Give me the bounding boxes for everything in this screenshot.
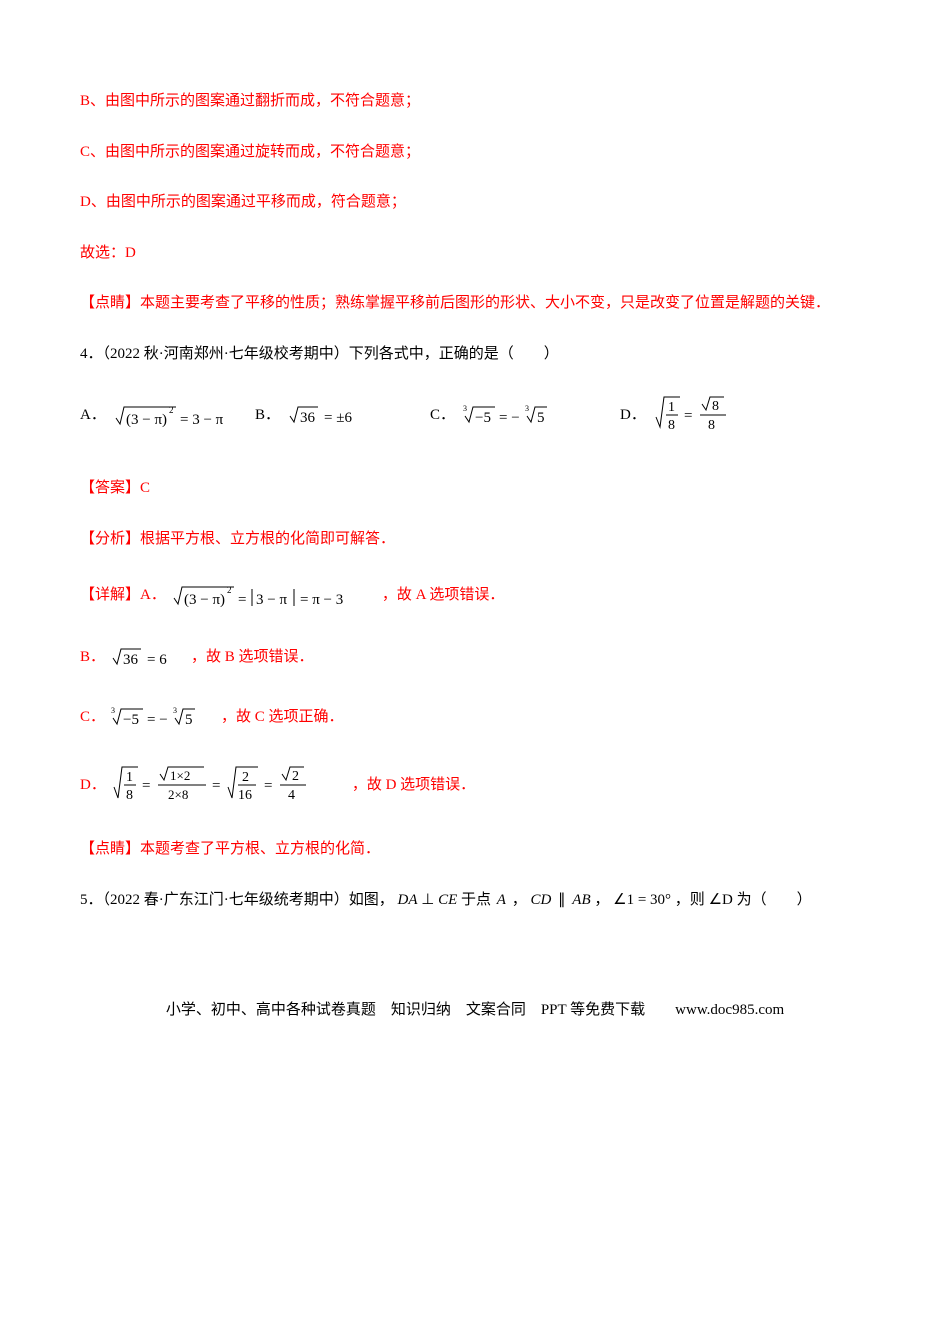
- q4-detail-b-tail: ，故 B 选项错误．: [191, 646, 314, 669]
- q4-detail-c: C． 3 −5 = − 3 5 ，故 C 选项正确．: [80, 702, 870, 732]
- q5-ce: CE: [438, 892, 457, 908]
- q5-tail: 为（ ）: [737, 892, 812, 908]
- top-tip: 【点睛】本题主要考查了平移的性质；熟练掌握平移前后图形的形状、大小不变，只是改变…: [80, 292, 870, 315]
- q5-da: DA: [398, 892, 418, 908]
- top-answer: 故选：D: [80, 242, 870, 265]
- q4-opt-a-label: A．: [80, 404, 106, 427]
- svg-text:36: 36: [123, 652, 139, 668]
- q5-mid1: 于点: [461, 892, 491, 908]
- svg-text:= −: = −: [499, 410, 520, 426]
- svg-text:5: 5: [537, 410, 545, 426]
- svg-text:8: 8: [668, 418, 675, 433]
- svg-text:−5: −5: [123, 712, 139, 728]
- svg-text:=: =: [264, 778, 272, 794]
- q4-opt-c: C． 3 −5 = − 3 5: [430, 400, 620, 430]
- svg-text:2: 2: [242, 770, 249, 785]
- svg-text:= −: = −: [147, 712, 168, 728]
- math-expr-icon: 3 −5 = − 3 5: [463, 400, 583, 430]
- svg-text:−5: −5: [475, 410, 491, 426]
- q4-answer: 【答案】C: [80, 477, 870, 500]
- parallel-icon: ∥: [558, 892, 566, 908]
- svg-text:3: 3: [173, 706, 177, 715]
- svg-text:8: 8: [708, 418, 715, 433]
- svg-text:8: 8: [712, 399, 719, 414]
- svg-text:36: 36: [300, 410, 316, 426]
- q4-tip: 【点睛】本题考查了平方根、立方根的化简．: [80, 838, 870, 861]
- page-footer: 小学、初中、高中各种试卷真题 知识归纳 文案合同 PPT 等免费下载 www.d…: [80, 939, 870, 1022]
- top-b-line: B、由图中所示的图案通过翻折而成，不符合题意；: [80, 90, 870, 113]
- q4-detail-a-tag: 【详解】A．: [80, 584, 166, 607]
- svg-text:4: 4: [288, 788, 295, 803]
- svg-text:= 3 − π: = 3 − π: [180, 412, 224, 428]
- q5-cd: CD: [530, 892, 551, 908]
- q4-detail-a: 【详解】A． (3 − π) 2 = 3 − π = π − 3 ，故 A 选项…: [80, 578, 870, 612]
- math-expr-icon: 1 8 = 8 8: [654, 393, 764, 437]
- q5-ang1: ∠1 = 30°: [613, 892, 671, 908]
- math-expr-icon: 1 8 = 1×2 2×8 = 2 16 = 2 4: [112, 762, 352, 808]
- q5-point-a: A: [497, 892, 506, 908]
- perpendicular-icon: ⊥: [421, 892, 434, 908]
- svg-text:=: =: [238, 592, 246, 608]
- q4-analysis: 【分析】根据平方根、立方根的化简即可解答．: [80, 528, 870, 551]
- page-root: B、由图中所示的图案通过翻折而成，不符合题意； C、由图中所示的图案通过旋转而成…: [0, 0, 950, 1062]
- q4-stem: 4．（2022 秋·河南郑州·七年级校考期中）下列各式中，正确的是（ ）: [80, 343, 870, 366]
- svg-text:3: 3: [111, 706, 115, 715]
- top-c-line: C、由图中所示的图案通过旋转而成，不符合题意；: [80, 141, 870, 164]
- svg-text:1: 1: [668, 400, 675, 415]
- q5-pre: 5．（2022 春·广东江门·七年级统考期中）如图，: [80, 892, 394, 908]
- q4-options: A． (3 − π) 2 = 3 − π B． 36 = ±6 C． 3 −5: [80, 393, 870, 437]
- q4-detail-c-tail: ，故 C 选项正确．: [221, 706, 344, 729]
- svg-text:3: 3: [463, 404, 467, 413]
- svg-text:2: 2: [169, 405, 174, 415]
- svg-text:=: =: [142, 778, 150, 794]
- q5-stem: 5．（2022 春·广东江门·七年级统考期中）如图， DA ⊥ CE 于点 A …: [80, 889, 870, 912]
- q5-mid4: ，则: [675, 892, 705, 908]
- svg-text:2×8: 2×8: [168, 787, 188, 802]
- math-expr-icon: (3 − π) 2 = 3 − π = π − 3: [172, 578, 382, 612]
- q4-detail-a-tail: ，故 A 选项错误．: [382, 584, 505, 607]
- q4-detail-b-pre: B．: [80, 646, 105, 669]
- q4-opt-a: A． (3 − π) 2 = 3 − π: [80, 398, 255, 432]
- q4-detail-c-pre: C．: [80, 706, 105, 729]
- top-d-line: D、由图中所示的图案通过平移而成，符合题意；: [80, 191, 870, 214]
- svg-text:1: 1: [126, 770, 133, 785]
- q4-detail-d-pre: D．: [80, 774, 106, 797]
- q5-ab: AB: [572, 892, 590, 908]
- q5-mid3: ，: [594, 892, 609, 908]
- svg-text:2: 2: [227, 585, 232, 595]
- svg-text:3 − π: 3 − π: [256, 592, 287, 608]
- q5-mid2: ，: [512, 892, 527, 908]
- svg-text:8: 8: [126, 788, 133, 803]
- q4-opt-d-label: D．: [620, 404, 646, 427]
- svg-text:= 6: = 6: [147, 652, 167, 668]
- q4-opt-c-label: C．: [430, 404, 455, 427]
- math-expr-icon: 3 −5 = − 3 5: [111, 702, 221, 732]
- svg-text:5: 5: [185, 712, 193, 728]
- q4-detail-d: D． 1 8 = 1×2 2×8 = 2 16 = 2 4 ，故 D 选: [80, 762, 870, 808]
- math-expr-icon: 36 = 6: [111, 642, 191, 672]
- svg-text:(3 − π): (3 − π): [126, 412, 167, 428]
- q4-opt-d: D． 1 8 = 8 8: [620, 393, 764, 437]
- svg-text:16: 16: [238, 788, 252, 803]
- math-expr-icon: 36 = ±6: [288, 400, 398, 430]
- svg-text:3: 3: [525, 404, 529, 413]
- svg-text:= π − 3: = π − 3: [300, 592, 343, 608]
- svg-text:=: =: [684, 408, 692, 424]
- q4-opt-b: B． 36 = ±6: [255, 400, 430, 430]
- svg-text:=: =: [212, 778, 220, 794]
- q5-angd: ∠D: [709, 892, 733, 908]
- svg-text:= ±6: = ±6: [324, 410, 352, 426]
- q4-opt-b-label: B．: [255, 404, 280, 427]
- svg-text:(3 − π): (3 − π): [184, 592, 225, 608]
- math-expr-icon: (3 − π) 2 = 3 − π: [114, 398, 244, 432]
- q4-detail-b: B． 36 = 6 ，故 B 选项错误．: [80, 642, 870, 672]
- svg-text:1×2: 1×2: [170, 768, 190, 783]
- svg-text:2: 2: [292, 769, 299, 784]
- q4-detail-d-tail: ，故 D 选项错误．: [352, 774, 475, 797]
